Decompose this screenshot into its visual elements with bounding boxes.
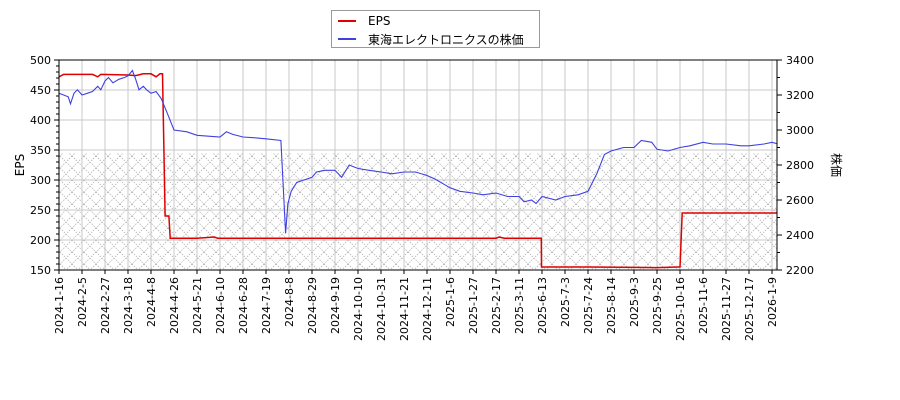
legend-label-price: 東海エレクトロニクスの株価 (368, 32, 524, 47)
x-tick-label: 2024-9-19 (329, 277, 342, 334)
legend-label-eps: EPS (368, 14, 391, 28)
x-tick-label: 2025-7-24 (582, 277, 595, 334)
x-axis: 2024-1-16 2024-2-5 2024-2-27 2024-3-18 2024-… (53, 270, 779, 341)
right-tick-label: 2800 (786, 159, 814, 172)
left-tick-label: 300 (30, 174, 51, 187)
x-tick-label: 2025-8-14 (605, 277, 618, 334)
left-tick-label: 400 (30, 114, 51, 127)
legend: EPS 東海エレクトロニクスの株価 (331, 10, 540, 48)
x-tick-label: 2025-11-6 (697, 277, 710, 334)
x-tick-label: 2025-9-3 (628, 277, 641, 327)
left-axis: 150 200 250 300 350 400 450 500 (30, 54, 59, 277)
x-tick-label: 2025-1-27 (467, 277, 480, 334)
series-lines (59, 69, 777, 269)
right-axis: 2200 2400 2600 2800 3000 3200 3400 (777, 54, 814, 277)
right-tick-label: 2600 (786, 194, 814, 207)
price-line (59, 69, 777, 234)
left-tick-label: 150 (30, 264, 51, 277)
left-tick-label: 450 (30, 84, 51, 97)
shaded-band (59, 153, 777, 270)
eps-line-swatch-icon (338, 20, 356, 22)
left-tick-label: 200 (30, 234, 51, 247)
left-tick-label: 350 (30, 144, 51, 157)
legend-item-eps: EPS (338, 13, 390, 29)
legend-item-price: 東海エレクトロニクスの株価 (338, 31, 524, 47)
x-tick-label: 2025-9-25 (651, 277, 664, 334)
price-line-swatch-icon (338, 38, 356, 40)
x-tick-label: 2025-2-17 (490, 277, 503, 334)
x-tick-label: 2025-10-16 (674, 277, 687, 341)
x-tick-label: 2025-12-17 (743, 277, 756, 341)
x-tick-label: 2024-6-10 (214, 277, 227, 334)
x-tick-label: 2024-3-18 (122, 277, 135, 334)
x-tick-label: 2024-11-21 (398, 277, 411, 341)
x-tick-label: 2025-11-27 (720, 277, 733, 341)
x-tick-label: 2025-7-3 (559, 277, 572, 327)
right-tick-label: 3000 (786, 124, 814, 137)
eps-line (59, 73, 777, 269)
x-tick-label: 2026-1-9 (766, 277, 779, 327)
x-tick-label: 2025-3-11 (513, 277, 526, 334)
x-tick-label: 2024-6-28 (237, 277, 250, 334)
x-tick-label: 2024-2-27 (99, 277, 112, 334)
x-tick-label: 2025-1-6 (444, 277, 457, 327)
x-tick-label: 2024-8-8 (283, 277, 296, 327)
x-tick-label: 2024-8-29 (306, 277, 319, 334)
x-tick-label: 2024-1-16 (53, 277, 66, 334)
right-tick-label: 2400 (786, 229, 814, 242)
right-tick-label: 3200 (786, 89, 814, 102)
right-tick-label: 3400 (786, 54, 814, 67)
x-tick-label: 2024-4-26 (168, 277, 181, 334)
x-tick-label: 2024-10-10 (352, 277, 365, 341)
right-axis-title: 株価 (829, 153, 844, 177)
left-tick-label: 500 (30, 54, 51, 67)
x-tick-label: 2024-12-11 (421, 277, 434, 341)
x-tick-label: 2024-2-5 (76, 277, 89, 327)
gridlines (58, 59, 777, 271)
x-tick-label: 2024-10-31 (375, 277, 388, 341)
left-tick-label: 250 (30, 204, 51, 217)
left-axis-title: EPS (13, 154, 27, 176)
x-tick-label: 2024-5-21 (191, 277, 204, 334)
x-tick-label: 2024-7-19 (260, 277, 273, 334)
x-tick-label: 2025-6-13 (536, 277, 549, 334)
right-tick-label: 2200 (786, 264, 814, 277)
x-tick-label: 2024-4-8 (145, 277, 158, 327)
